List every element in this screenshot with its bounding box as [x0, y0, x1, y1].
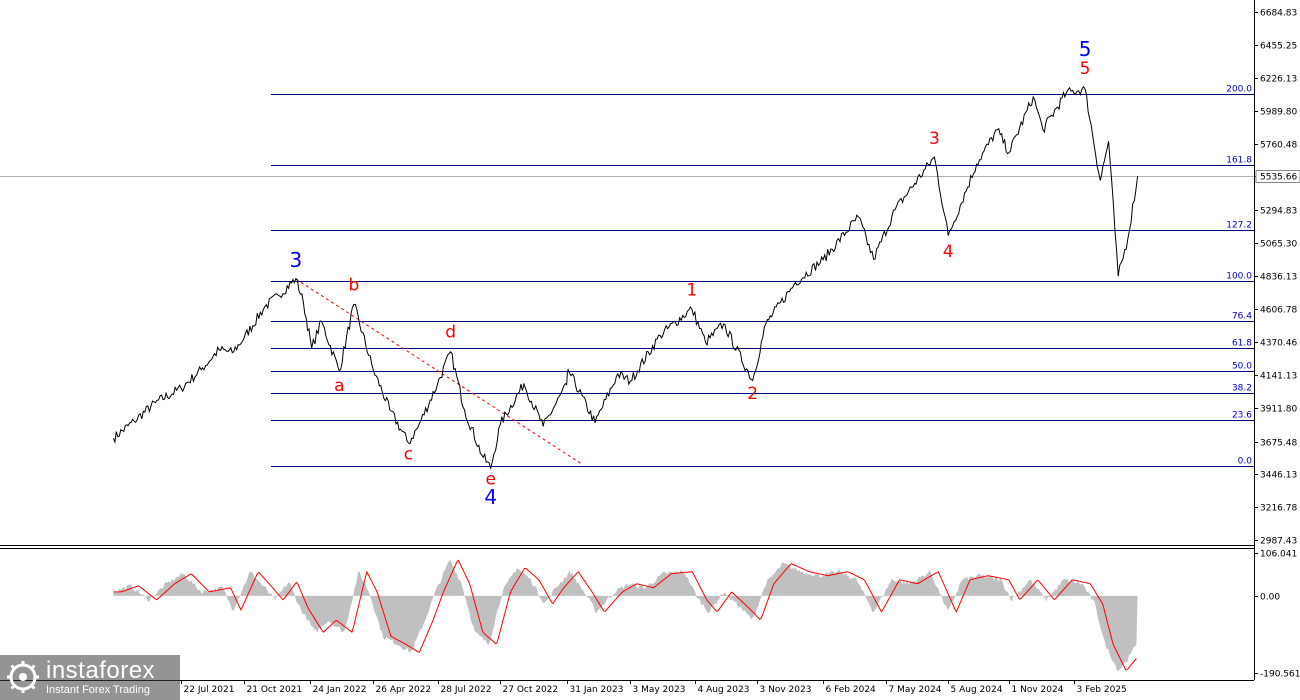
oscillator-histogram [113, 560, 1138, 672]
y-axis-ticks: 6684.83 6455.25 6226.13 5989.80 5760.48 5535.… [1254, 9, 1300, 680]
y-tick-label: 5294.83 [1260, 207, 1297, 217]
x-axis-ticks: 22 Jul 2021 21 Oct 2021 24 Jan 2022 26 Apr … [181, 680, 1127, 695]
y-tick-label: 3216.78 [1260, 504, 1297, 514]
y-tick-label: 6455.25 [1260, 42, 1297, 52]
wave-label: a [334, 376, 344, 396]
current-price-box [1255, 170, 1300, 183]
x-tick-label: 31 Jan 2023 [570, 685, 624, 695]
logo-name: instaforex [46, 657, 156, 684]
x-tick-label: 24 Jan 2022 [313, 685, 367, 695]
wave-label: 4 [943, 242, 954, 262]
x-tick-label: 27 Oct 2022 [503, 685, 559, 695]
x-tick-label: 3 Nov 2023 [760, 685, 812, 695]
y-tick-label: 5535.66 [1260, 173, 1297, 183]
wave-label: b [348, 275, 359, 295]
y-tick-label: 6226.13 [1260, 75, 1297, 85]
x-tick-label: 22 Jul 2021 [184, 685, 235, 695]
x-tick-label: 5 Aug 2024 [951, 685, 1003, 695]
x-tick-label: 26 Apr 2022 [376, 685, 432, 695]
y-tick-label: 4836.13 [1260, 273, 1297, 283]
fib-label: 61.8 [1232, 339, 1252, 349]
wave-label: 4 [484, 485, 497, 509]
x-tick-label: 1 Nov 2024 [1012, 685, 1064, 695]
oscillator-signal-line [113, 559, 1137, 671]
wave-label: 5 [1080, 59, 1091, 79]
fib-label: 100.0 [1226, 272, 1252, 282]
fib-label: 127.2 [1226, 221, 1252, 231]
fib-label: 161.8 [1226, 156, 1252, 166]
x-tick-label: 6 Feb 2024 [826, 685, 877, 695]
y-tick-label: 6684.83 [1260, 9, 1297, 19]
y-tick-label: 2987.43 [1260, 537, 1297, 547]
wave-label: 3 [929, 129, 940, 149]
wave-label: d [445, 323, 456, 343]
y-tick-label: 5760.48 [1260, 141, 1297, 151]
wave-label: 3 [289, 248, 302, 272]
y-tick-label: 3675.48 [1260, 439, 1297, 449]
main-plot-area [0, 0, 1254, 544]
oscillator-pane [113, 559, 1138, 672]
wave-label: c [404, 445, 413, 465]
fib-label: 200.0 [1226, 85, 1252, 95]
y-tick-label: 5989.80 [1260, 108, 1297, 118]
fibonacci-levels: 200.0 161.8 127.2 100.0 76.4 61.8 50.0 38.2 23.6… [0, 85, 1254, 467]
fib-label: 23.6 [1232, 411, 1252, 421]
wave-label: e [485, 470, 495, 490]
logo-mark-icon [7, 661, 39, 693]
wave-label: 2 [747, 384, 758, 404]
instaforex-logo: instaforex Instant Forex Trading [0, 655, 180, 700]
wave-label: 5 [1079, 37, 1092, 61]
fib-label: 38.2 [1232, 384, 1252, 394]
price-series [112, 85, 1139, 470]
x-tick-label: 28 Jul 2022 [441, 685, 492, 695]
y-tick-label: 4141.13 [1260, 372, 1297, 382]
x-tick-label: 3 May 2023 [633, 685, 686, 695]
x-tick-label: 7 May 2024 [889, 685, 942, 695]
x-tick-label: 3 Feb 2025 [1077, 685, 1127, 695]
osc-tick-label: 106.041 [1260, 550, 1297, 560]
fib-label: 76.4 [1232, 312, 1252, 322]
y-tick-label: 5065.30 [1260, 240, 1297, 250]
y-tick-label: 4606.78 [1260, 306, 1297, 316]
trend-line [295, 278, 581, 464]
fib-label: 50.0 [1232, 362, 1252, 372]
price-line [112, 85, 1139, 470]
y-tick-label: 4370.46 [1260, 339, 1297, 349]
logo-tagline: Instant Forex Trading [46, 684, 150, 696]
x-tick-label: 21 Oct 2021 [247, 685, 303, 695]
fib-label: 0.0 [1238, 457, 1253, 467]
downtrend-line [295, 278, 581, 464]
y-tick-label: 3446.13 [1260, 471, 1297, 481]
osc-tick-label: -190.561 [1260, 670, 1300, 680]
x-tick-label: 4 Aug 2023 [698, 685, 750, 695]
wave-label: 1 [686, 280, 697, 300]
osc-tick-label: 0.00 [1260, 593, 1280, 603]
y-tick-label: 3911.80 [1260, 405, 1297, 415]
